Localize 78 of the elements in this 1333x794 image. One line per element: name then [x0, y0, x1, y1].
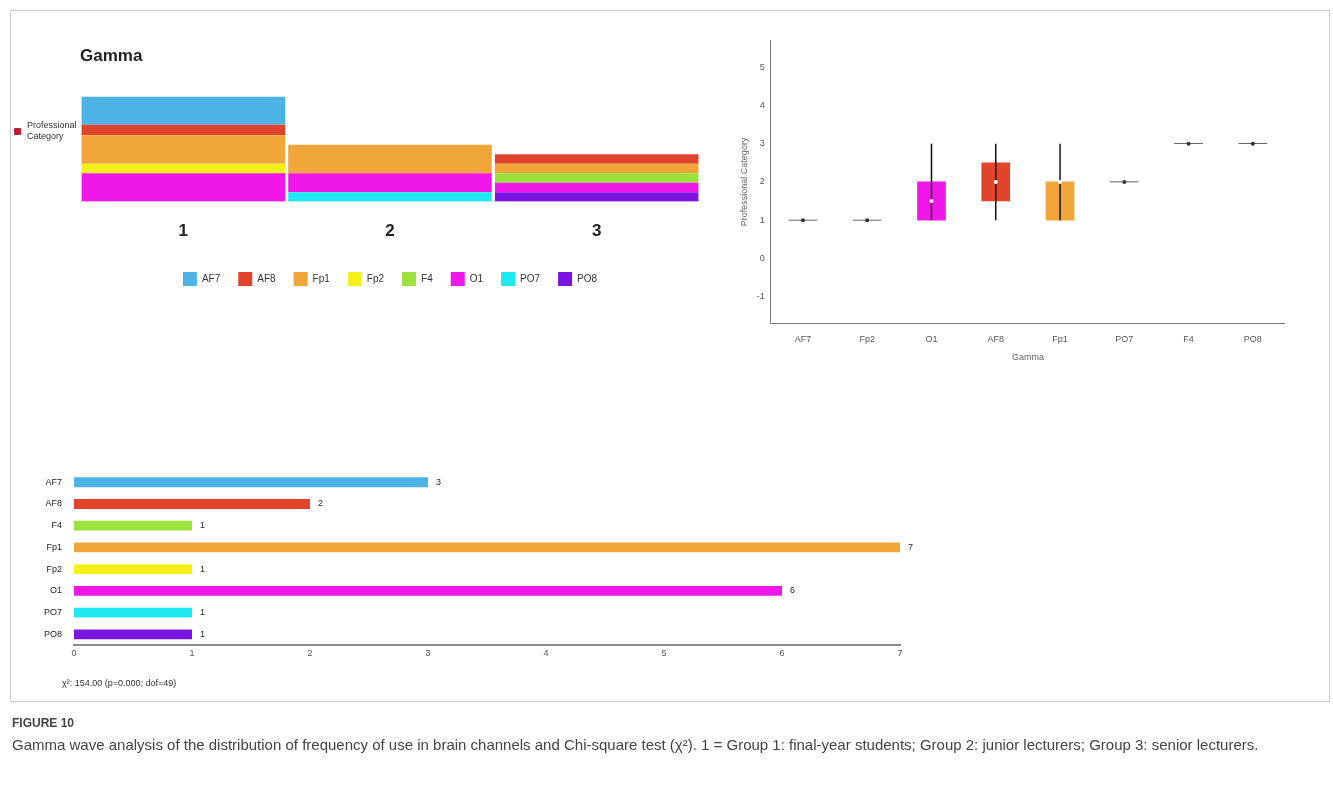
legend-label: AF7 [201, 272, 221, 284]
y-tick-label: AF7 [45, 476, 63, 487]
bar [81, 124, 286, 136]
x-tick-label: PO8 [1243, 334, 1262, 345]
x-tick-label: 1 [178, 221, 189, 241]
x-tick-label: 2 [307, 648, 313, 659]
x-tick-label: 1 [189, 648, 195, 659]
bar [494, 173, 699, 183]
y-tick-label: 1 [759, 214, 765, 225]
y-tick-label: PO7 [43, 607, 63, 618]
x-tick-label: 4 [543, 648, 549, 659]
bar [74, 477, 429, 488]
legend-label: PO7 [520, 272, 541, 284]
x-tick-label: 7 [897, 648, 903, 659]
data-label: 1 [200, 520, 206, 531]
bar [494, 154, 699, 164]
legend-label: PO8 [577, 272, 598, 284]
x-tick-label: 0 [71, 648, 77, 659]
x-tick-label: Fp2 [859, 334, 875, 345]
text: Gamma wave analysis of the distribution of frequency of use in brain channels and Chi-square test (χ²). 1 = Group 1: final-year students; Group 2: junior lecturers; Group 3: senior lecturers. [12, 735, 1260, 755]
data-label: 6 [790, 585, 796, 596]
bar [81, 135, 286, 164]
bar [81, 96, 286, 125]
x-tick-label: 2 [385, 221, 395, 241]
y-tick-label: -1 [756, 291, 765, 302]
x-tick-label: 3 [425, 648, 431, 659]
x-tick-label: 6 [779, 648, 785, 659]
y-tick-label: 3 [759, 138, 765, 149]
data-label: 1 [200, 607, 206, 618]
legend-label: Fp1 [312, 272, 331, 284]
legend-label: AF8 [257, 272, 277, 284]
y-tick-label: 2 [759, 176, 765, 187]
legend-label: Fp2 [366, 272, 385, 284]
bar [81, 173, 286, 202]
y-tick-label: 5 [759, 61, 765, 72]
x-tick-label: Fp1 [1052, 334, 1068, 345]
y-tick-label: Fp1 [46, 541, 63, 552]
x-tick-label: F4 [1183, 334, 1194, 345]
caption: FIGURE 10 [12, 716, 75, 730]
x-tick-label: AF8 [987, 334, 1005, 345]
bar [74, 607, 193, 618]
bar [494, 192, 699, 202]
y-tick-label: Fp2 [46, 563, 63, 574]
y-tick-label: O1 [49, 585, 63, 596]
bar [74, 520, 193, 531]
y-tick-label: F4 [51, 520, 63, 531]
x-tick-label: 5 [661, 648, 667, 659]
bar [81, 163, 286, 174]
bar [288, 192, 492, 202]
data-label: 7 [908, 541, 914, 552]
bar [74, 542, 900, 553]
x-tick-label: O1 [925, 334, 938, 345]
x-axis-title: Gamma [1011, 352, 1044, 363]
legend-label: F4 [421, 272, 434, 284]
data-label: 2 [318, 498, 324, 509]
bar [494, 182, 699, 193]
text: Professional Category [27, 120, 78, 142]
y-tick-label: 0 [759, 252, 765, 263]
text: χ²: 154.00 (p=0.000; dof=49) [62, 678, 177, 688]
bar [74, 564, 193, 575]
data-label: 1 [200, 628, 206, 639]
y-tick-label: AF8 [45, 498, 63, 509]
x-tick-label: 3 [591, 221, 602, 241]
bar [74, 499, 311, 509]
y-axis-title: Professional Category [738, 137, 749, 227]
legend-label: O1 [469, 272, 484, 284]
bar [288, 173, 492, 193]
x-tick-label: PO7 [1115, 334, 1134, 345]
bar [74, 629, 193, 640]
bar [74, 586, 782, 596]
x-tick-label: AF7 [794, 334, 812, 345]
y-tick-label: 4 [759, 99, 765, 110]
chart-title: Gamma [80, 45, 143, 65]
y-tick-label: PO8 [43, 628, 63, 639]
bar [494, 163, 699, 174]
data-label: 3 [436, 476, 442, 487]
data-label: 1 [200, 563, 206, 574]
bar [288, 144, 492, 174]
